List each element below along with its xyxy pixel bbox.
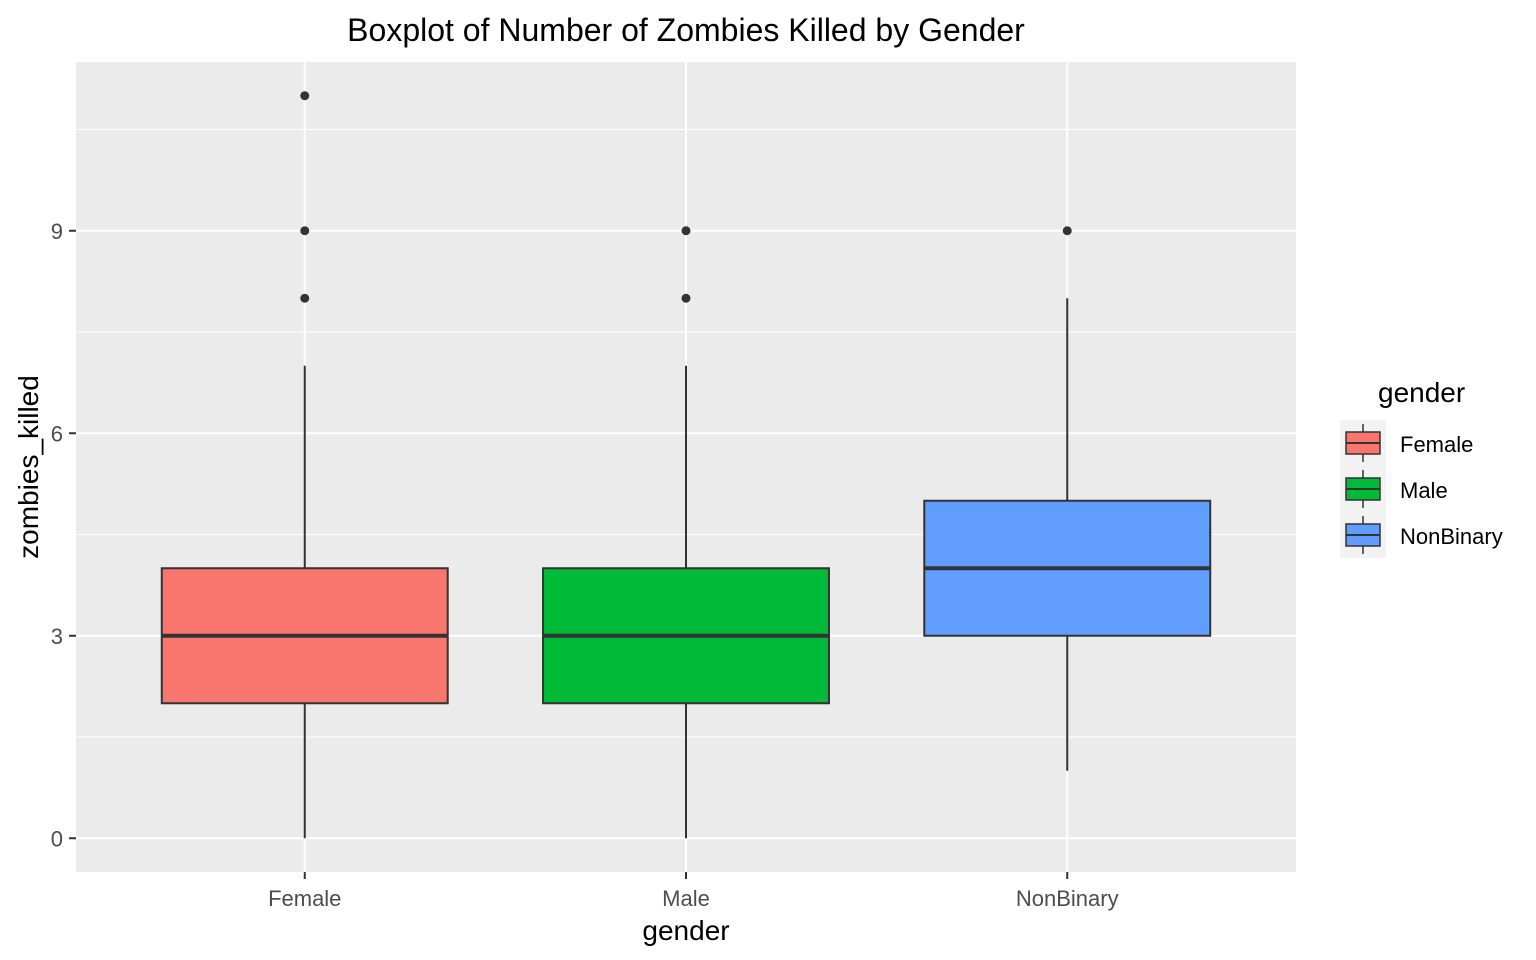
outlier-point [681, 226, 691, 236]
x-tick-label: NonBinary [1016, 886, 1119, 911]
box-male [542, 226, 830, 839]
y-tick-label: 9 [51, 219, 63, 244]
outlier-point [300, 91, 310, 101]
x-tick-label: Female [268, 886, 341, 911]
chart-title: Boxplot of Number of Zombies Killed by G… [347, 12, 1025, 48]
outlier-point [300, 226, 310, 236]
legend-items: Female Male NonBinary [1345, 424, 1503, 554]
legend-item-male: Male [1345, 470, 1448, 508]
legend-item-nonbinary: NonBinary [1345, 516, 1503, 554]
x-axis-title: gender [642, 915, 729, 946]
y-tick-label: 6 [51, 421, 63, 446]
box-nonbinary [923, 226, 1212, 771]
legend-label: Female [1400, 432, 1473, 457]
box-female [160, 91, 449, 839]
legend: gender Female Male NonBinary [1340, 377, 1503, 558]
x-tick-label: Male [662, 886, 710, 911]
boxes [160, 91, 1212, 839]
legend-label: Male [1400, 478, 1448, 503]
legend-label: NonBinary [1400, 524, 1503, 549]
legend-title: gender [1378, 377, 1465, 408]
outlier-point [300, 293, 310, 303]
y-axis: 0 3 6 9 [51, 219, 76, 851]
y-tick-label: 0 [51, 826, 63, 851]
legend-item-female: Female [1345, 424, 1473, 462]
outlier-point [681, 293, 691, 303]
y-tick-label: 3 [51, 624, 63, 649]
y-axis-title: zombies_killed [13, 375, 44, 559]
outlier-point [1062, 226, 1072, 236]
x-axis: Female Male NonBinary [268, 872, 1119, 911]
